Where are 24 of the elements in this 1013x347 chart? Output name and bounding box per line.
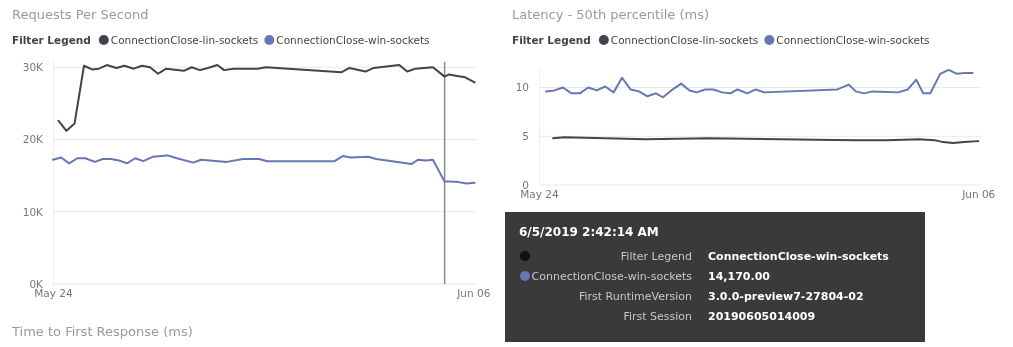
chart-title: Requests Per Second (12, 7, 149, 22)
x-tick-label: Jun 06 (456, 287, 491, 300)
y-tick-label: 20K (22, 133, 45, 146)
y-tick-label: 10 (515, 81, 529, 94)
x-tick-label: May 24 (34, 287, 74, 300)
line-series (52, 154, 476, 185)
legend-label: ConnectionClose-lin-sockets (110, 34, 259, 46)
legend-label: ConnectionClose-win-sockets (276, 34, 430, 46)
legend-label: ConnectionClose-lin-sockets (610, 34, 759, 46)
line-series (545, 68, 974, 99)
text: Time to First Response (ms) (11, 324, 193, 339)
legend-title: Filter Legend (512, 34, 591, 46)
legend-label: ConnectionClose-win-sockets (776, 34, 930, 46)
legend-title: Filter Legend (12, 34, 91, 46)
y-tick-label: 0K (29, 277, 45, 290)
y-tick-label: 10K (22, 205, 45, 218)
y-tick-label: 5 (522, 130, 529, 143)
line-series (57, 64, 476, 132)
y-tick-label: 30K (22, 61, 45, 74)
chart-title: Latency - 50th percentile (ms) (512, 7, 710, 22)
y-tick-label: 0 (522, 178, 529, 191)
tooltip-card: 6/5/2019 2:42:14 AM Filter Legend ConnectionClose-win-sockets ConnectionClose-win-sockets 14,170.00 First RuntimeVersion 3.0.0-preview7-27804-02 First Session 20190605014009 (505, 212, 925, 342)
x-tick-label: May 24 (520, 188, 560, 201)
x-tick-label: Jun 06 (961, 188, 996, 201)
